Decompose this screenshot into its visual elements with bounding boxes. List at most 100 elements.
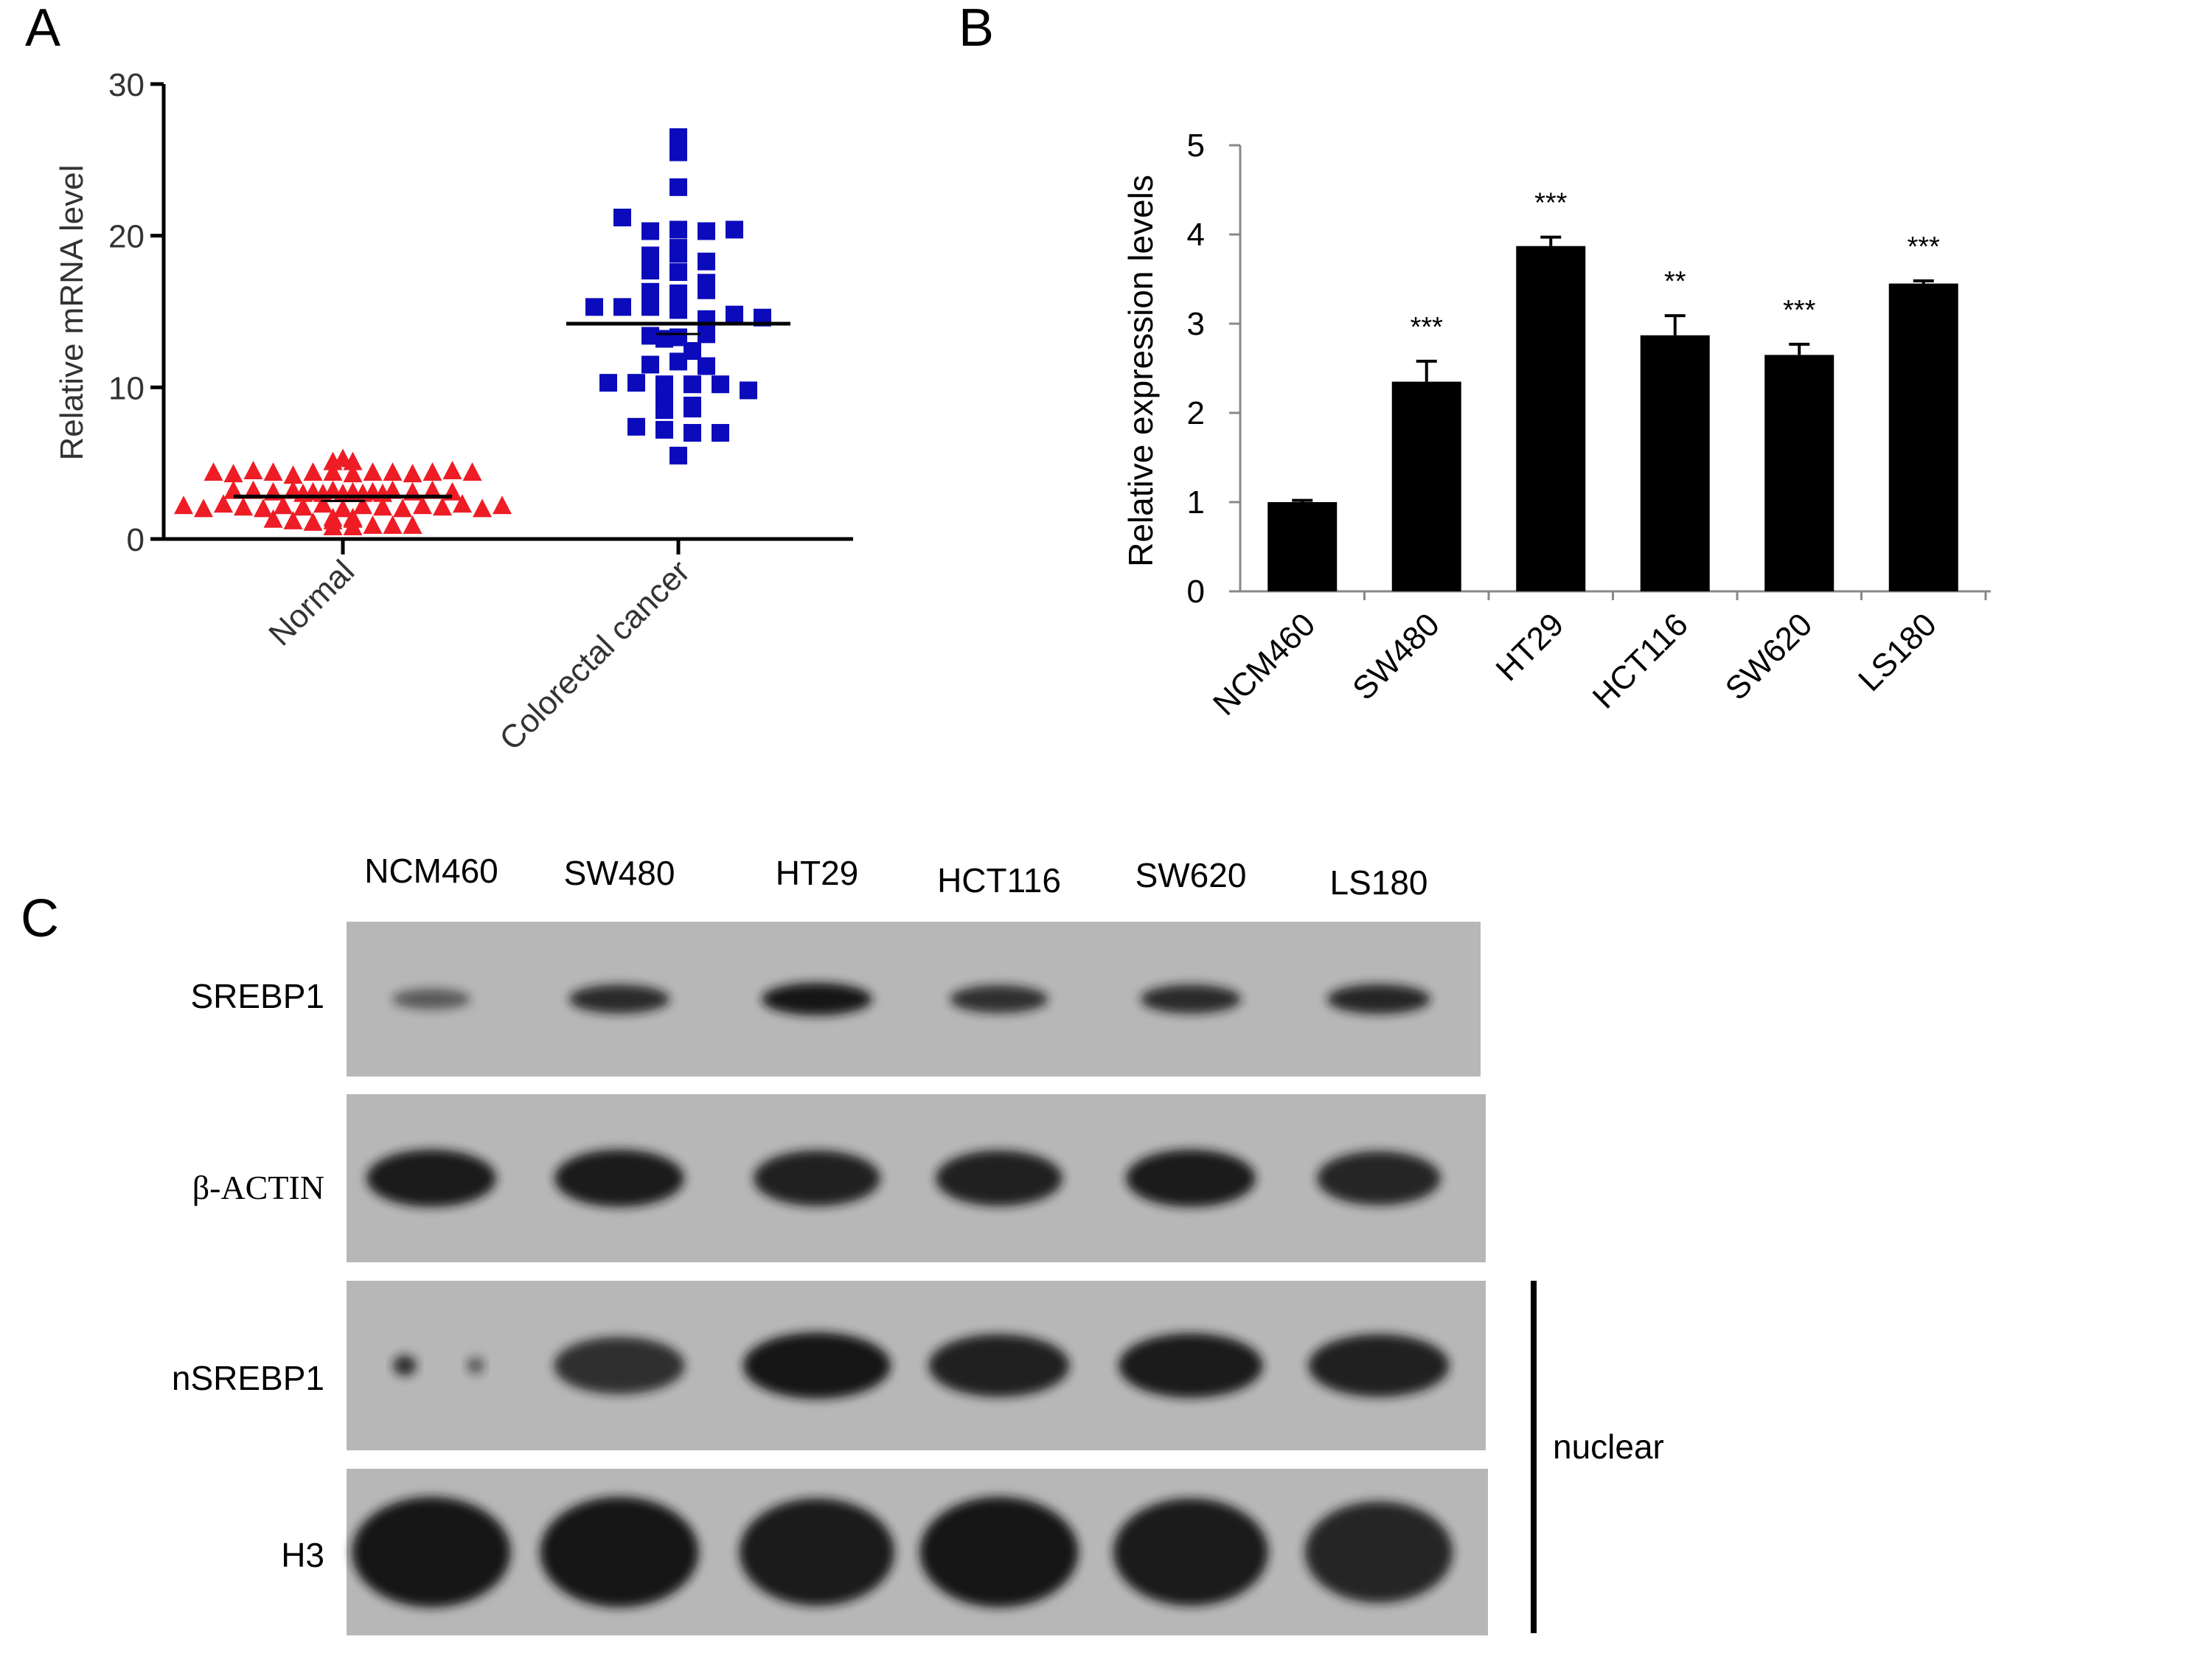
normal-data-point xyxy=(243,460,263,479)
normal-data-point xyxy=(383,462,403,481)
blot-band xyxy=(540,1497,699,1607)
cancer-data-point xyxy=(669,446,687,465)
normal-data-point xyxy=(223,464,243,483)
normal-data-point xyxy=(274,495,293,515)
cancer-data-point xyxy=(655,375,673,394)
normal-data-point xyxy=(313,494,333,513)
blot-strip-background xyxy=(347,1469,1488,1635)
cancer-data-point xyxy=(655,401,673,420)
normal-data-point xyxy=(393,498,412,518)
significance-marker: *** xyxy=(1534,188,1568,219)
bar-ls180 xyxy=(1888,283,1958,591)
normal-data-point xyxy=(204,462,223,481)
panel-a-y-tick-label: 20 xyxy=(108,219,145,255)
cancer-data-point xyxy=(669,178,687,196)
normal-data-point xyxy=(493,495,512,515)
blot-row-h3: H3 xyxy=(281,1469,1488,1635)
blot-band xyxy=(1113,1498,1269,1606)
cancer-data-point xyxy=(641,298,659,316)
panel-b-x-tick-label: NCM460 xyxy=(1206,606,1322,722)
significance-marker: *** xyxy=(1783,295,1816,326)
normal-data-point xyxy=(333,498,352,518)
cancer-data-point xyxy=(641,222,659,240)
bar-hct116 xyxy=(1640,335,1710,591)
blot-band xyxy=(1119,1333,1263,1398)
normal-data-point xyxy=(174,495,193,515)
blot-band xyxy=(754,1150,880,1206)
cancer-data-point xyxy=(698,274,715,292)
blot-band xyxy=(743,1332,891,1399)
panel-b-y-tick-label: 5 xyxy=(1187,128,1205,164)
panel-a-y-tick-label: 30 xyxy=(108,67,145,103)
blot-band xyxy=(1317,1151,1441,1206)
blot-strip-background xyxy=(347,1094,1486,1262)
normal-data-point xyxy=(473,498,492,518)
cancer-data-point xyxy=(684,397,701,415)
panel-a-y-tick-label: 10 xyxy=(108,370,145,406)
blot-band xyxy=(554,1337,685,1394)
cancer-data-point xyxy=(669,284,687,302)
cancer-data-point xyxy=(627,374,645,392)
normal-data-point xyxy=(403,515,422,534)
panel-b-y-axis-label: Relative expression levels xyxy=(1121,175,1160,567)
normal-data-point xyxy=(283,480,303,499)
panel-a-y-tick-label: 0 xyxy=(127,522,145,558)
significance-marker: ** xyxy=(1664,266,1686,297)
significance-marker: *** xyxy=(1907,232,1941,262)
blot-band xyxy=(950,985,1048,1013)
cancer-data-point xyxy=(698,252,715,271)
normal-data-point xyxy=(243,480,263,499)
normal-data-point xyxy=(303,462,323,481)
cancer-data-point xyxy=(669,301,687,319)
normal-data-point xyxy=(234,497,253,516)
blot-band xyxy=(1327,984,1430,1015)
cancer-data-point xyxy=(698,357,715,375)
panel-b-x-tick-label: HCT116 xyxy=(1586,606,1695,715)
panel-b-y-tick-label: 0 xyxy=(1187,574,1205,610)
normal-data-point xyxy=(383,515,403,534)
cancer-data-point xyxy=(712,375,729,394)
cancer-data-point xyxy=(740,381,757,400)
normal-data-point xyxy=(283,465,303,484)
normal-data-point xyxy=(373,497,392,516)
blot-band xyxy=(1140,984,1242,1014)
lane-label-sw480: SW480 xyxy=(564,854,675,892)
panel-b-y-tick-label: 3 xyxy=(1187,306,1205,342)
normal-data-point xyxy=(333,448,352,467)
blot-band xyxy=(1304,1501,1453,1603)
panel-a-scatter-chart: Relative mRNA level 0 10 20 30 Normal Colore… xyxy=(54,67,853,757)
normal-data-point xyxy=(323,480,343,499)
blot-band xyxy=(568,984,670,1014)
blot-band xyxy=(1308,1334,1450,1397)
bar-sw620 xyxy=(1764,355,1834,591)
normal-data-point xyxy=(453,494,472,513)
significance-marker: *** xyxy=(1411,312,1444,343)
panel-b-y-tick-label: 2 xyxy=(1187,395,1205,431)
blot-band xyxy=(1126,1150,1256,1207)
normal-data-point xyxy=(293,497,313,516)
blot-row-label: SREBP1 xyxy=(190,977,324,1015)
normal-data-point xyxy=(383,480,403,499)
cancer-data-point xyxy=(669,220,687,239)
panel-label-c: C xyxy=(21,889,59,948)
lane-label-hct116: HCT116 xyxy=(937,861,1061,900)
cancer-data-point xyxy=(613,298,631,316)
normal-data-point xyxy=(363,462,383,481)
normal-data-point xyxy=(433,497,452,516)
bar-ht29 xyxy=(1516,246,1586,591)
normal-data-point xyxy=(214,494,233,513)
lane-label-ht29: HT29 xyxy=(776,854,858,892)
normal-data-point xyxy=(353,495,372,515)
nuclear-bracket-label: nuclear xyxy=(1553,1427,1664,1466)
normal-data-point xyxy=(223,480,243,499)
blot-band xyxy=(928,1334,1070,1397)
blot-row-label: β-ACTIN xyxy=(192,1169,324,1206)
normal-data-point xyxy=(283,510,303,529)
blot-band xyxy=(392,988,471,1010)
blot-row-label: H3 xyxy=(281,1536,324,1574)
cancer-data-point xyxy=(726,305,743,324)
cancer-data-point xyxy=(627,417,645,436)
normal-data-point xyxy=(442,460,462,479)
cancer-data-point xyxy=(712,424,729,442)
cancer-data-point xyxy=(641,327,659,345)
